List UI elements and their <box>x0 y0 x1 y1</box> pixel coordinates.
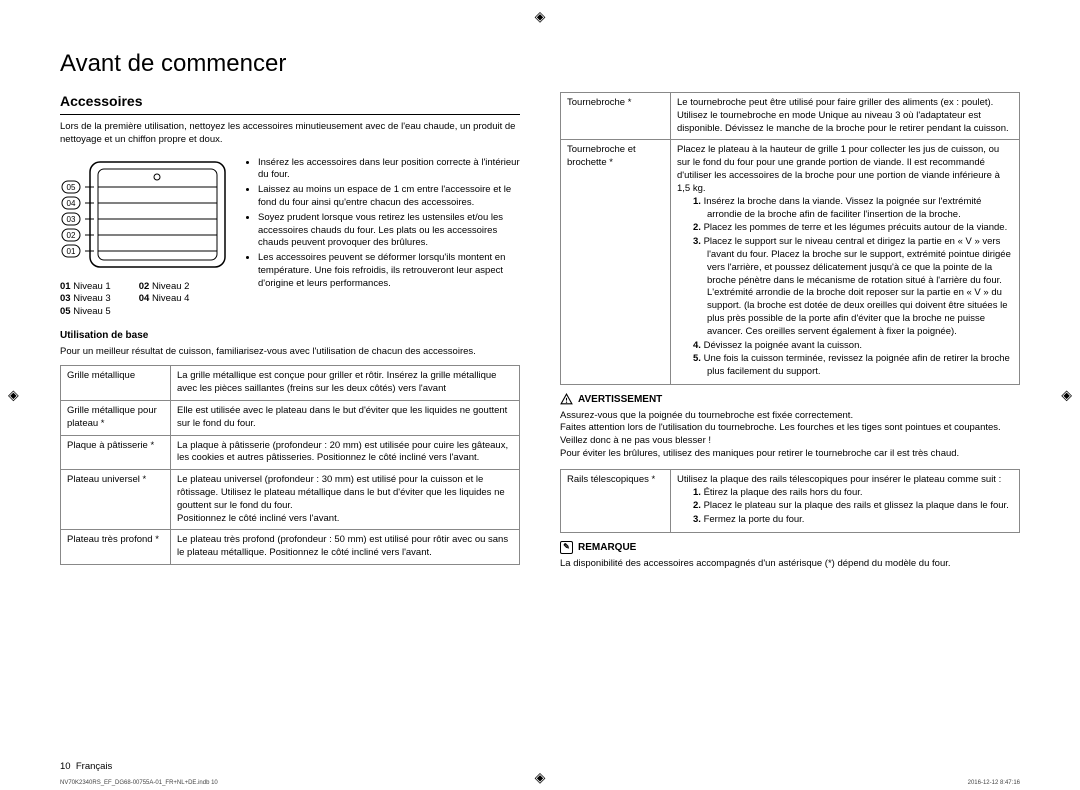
warning-body: Assurez-vous que la poignée du tournebro… <box>560 410 1020 461</box>
remark-heading: ✎ REMARQUE <box>560 541 1020 555</box>
crop-left: ◈ <box>8 387 19 404</box>
table-row: Plateau très profond *Le plateau très pr… <box>61 530 520 565</box>
list-item: 1. Insérez la broche dans la viande. Vis… <box>693 196 1013 222</box>
accessories-table-2b: Tournebroche et brochette *Placez le pla… <box>560 139 1020 385</box>
list-item: 5. Une fois la cuisson terminée, revisse… <box>693 353 1013 379</box>
list-item: 4. Dévissez la poignée avant la cuisson. <box>693 340 1013 353</box>
bullet-list: Insérez les accessoires dans leur positi… <box>244 157 520 319</box>
page-footer: 10 Français <box>60 761 1020 772</box>
bullet-item: Les accessoires peuvent se déformer lors… <box>258 252 520 290</box>
table-row: Plaque à pâtisserie *La plaque à pâtisse… <box>61 435 520 470</box>
accessories-table-1: Grille métalliqueLa grille métallique es… <box>60 365 520 565</box>
note-icon: ✎ <box>560 541 573 554</box>
accessories-table-2c: Rails télescopiques *Utilisez la plaque … <box>560 469 1020 533</box>
warning-heading: AVERTISSEMENT <box>560 393 1020 407</box>
bullet-item: Laissez au moins un espace de 1 cm entre… <box>258 184 520 210</box>
warning-icon <box>560 393 573 406</box>
svg-text:03: 03 <box>67 215 76 224</box>
crop-top: ◈ <box>535 8 546 25</box>
list-item: 2. Placez les pommes de terre et les lég… <box>693 222 1013 235</box>
svg-text:01: 01 <box>67 247 76 256</box>
section-heading: Accessoires <box>60 92 520 115</box>
footer-meta: NV70K2340RS_EF_DG68-00755A-01_FR+NL+DE.i… <box>60 780 1020 786</box>
page-title: Avant de commencer <box>60 50 1020 78</box>
bullet-item: Soyez prudent lorsque vous retirez les u… <box>258 212 520 250</box>
level-legend: 01 Niveau 102 Niveau 2 03 Niveau 304 Niv… <box>60 281 230 319</box>
list-item: 3. Placez le support sur le niveau centr… <box>693 236 1013 339</box>
svg-text:02: 02 <box>67 231 76 240</box>
basic-heading: Utilisation de base <box>60 329 520 343</box>
crop-right: ◈ <box>1061 387 1072 404</box>
accessories-table-2a: Tournebroche *Le tournebroche peut être … <box>560 92 1020 140</box>
intro-text: Lors de la première utilisation, nettoye… <box>60 121 520 147</box>
bullet-item: Insérez les accessoires dans leur positi… <box>258 157 520 183</box>
svg-text:04: 04 <box>67 199 76 208</box>
table-row: Tournebroche *Le tournebroche peut être … <box>561 93 1020 140</box>
table-row: Grille métallique pour plateau *Elle est… <box>61 400 520 435</box>
basic-intro: Pour un meilleur résultat de cuisson, fa… <box>60 346 520 359</box>
oven-diagram: 05 04 03 02 01 01 Niveau 102 Niveau 2 03… <box>60 157 230 319</box>
remark-body: La disponibilité des accessoires accompa… <box>560 558 1020 571</box>
svg-text:05: 05 <box>67 183 76 192</box>
table-row: Plateau universel *Le plateau universel … <box>61 470 520 530</box>
table-row: Grille métalliqueLa grille métallique es… <box>61 366 520 401</box>
